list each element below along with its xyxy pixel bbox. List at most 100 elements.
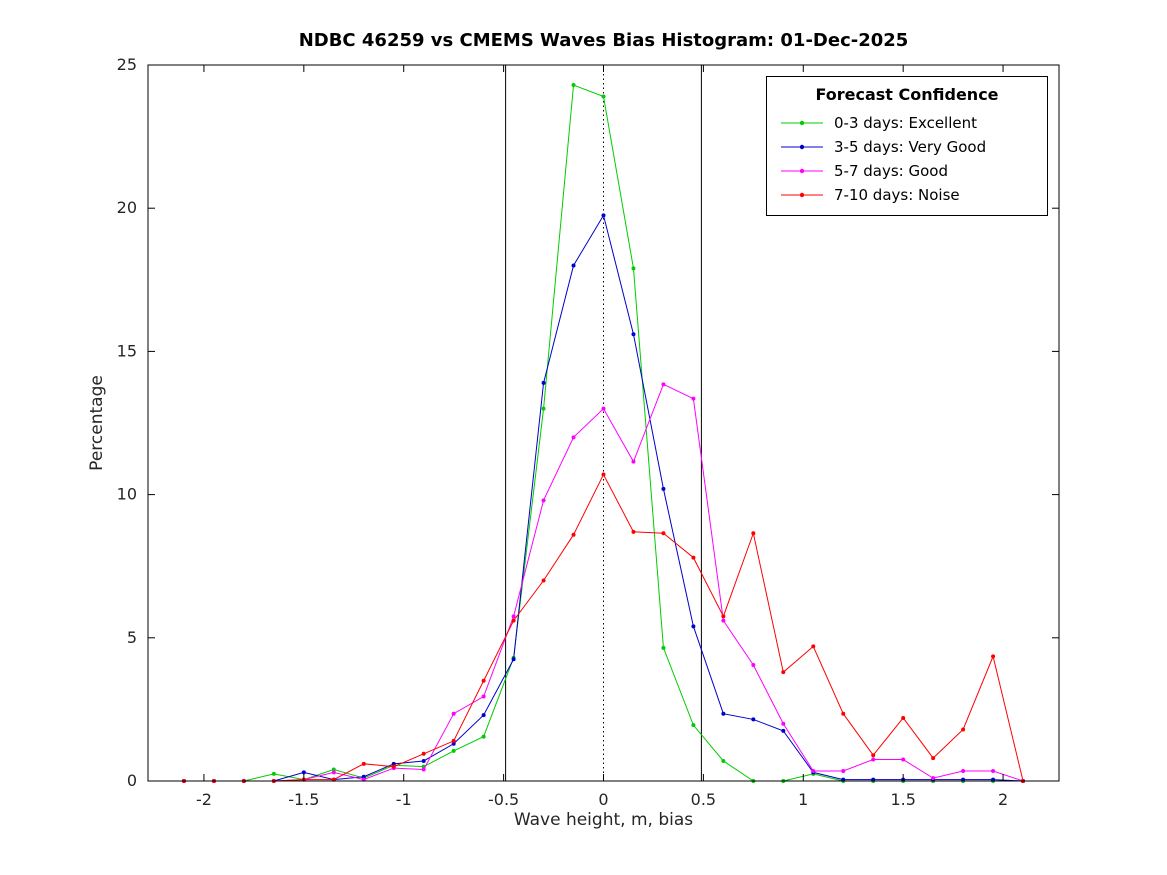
x-tick-label: 0.5 xyxy=(691,790,716,809)
data-point-marker xyxy=(511,618,516,623)
data-point-marker xyxy=(541,578,546,583)
data-point-marker xyxy=(751,717,756,722)
data-point-marker xyxy=(661,382,666,387)
legend-item-label: 0-3 days: Excellent xyxy=(834,114,978,132)
y-tick-label: 10 xyxy=(117,485,137,504)
data-point-marker xyxy=(421,767,426,772)
data-point-marker xyxy=(631,266,636,271)
data-point-marker xyxy=(781,670,786,675)
data-point-marker xyxy=(451,711,456,716)
data-point-marker xyxy=(931,776,936,781)
y-tick-label: 5 xyxy=(127,628,137,647)
data-point-marker xyxy=(691,624,696,629)
data-point-marker xyxy=(721,711,726,716)
x-tick-label: 1 xyxy=(798,790,808,809)
legend-item-0-3-days: 0-3 days: Excellent xyxy=(767,111,1047,135)
data-point-marker xyxy=(571,83,576,88)
data-point-marker xyxy=(301,770,306,775)
data-point-marker xyxy=(361,774,366,779)
data-point-marker xyxy=(901,757,906,762)
legend-item-7-10-days: 7-10 days: Noise xyxy=(767,183,1047,207)
y-axis-label: Percentage xyxy=(87,375,107,471)
data-point-marker xyxy=(871,757,876,762)
x-axis-ticks: -2 -1.5 -1 -0.5 0 0.5 1 1.5 2 xyxy=(196,65,1008,809)
legend-title: Forecast Confidence xyxy=(815,85,999,104)
data-point-marker xyxy=(721,618,726,623)
data-point-marker xyxy=(811,768,816,773)
data-point-marker xyxy=(661,645,666,650)
data-point-marker xyxy=(331,770,336,775)
data-point-marker xyxy=(781,728,786,733)
data-point-marker xyxy=(691,396,696,401)
data-point-marker xyxy=(451,741,456,746)
data-point-marker xyxy=(871,753,876,758)
data-point-marker xyxy=(571,532,576,537)
x-tick-label: 0 xyxy=(598,790,608,809)
legend-line-sample xyxy=(781,144,823,150)
legend-item-label: 3-5 days: Very Good xyxy=(834,138,987,156)
data-point-marker xyxy=(391,764,396,769)
data-point-marker xyxy=(541,498,546,503)
x-tick-label: -1.5 xyxy=(288,790,319,809)
data-point-marker xyxy=(721,614,726,619)
x-tick-label: 1.5 xyxy=(890,790,915,809)
data-point-marker xyxy=(511,614,516,619)
data-point-marker xyxy=(571,435,576,440)
data-point-marker xyxy=(451,738,456,743)
y-tick-label: 25 xyxy=(117,55,137,74)
data-point-marker xyxy=(961,768,966,773)
legend-items: 0-3 days: Excellent 3-5 days: Very Good 5-… xyxy=(767,111,1047,207)
data-point-marker xyxy=(781,721,786,726)
data-point-marker xyxy=(541,406,546,411)
data-point-marker xyxy=(361,761,366,766)
legend-line-sample xyxy=(781,192,823,198)
data-point-marker xyxy=(961,727,966,732)
data-point-marker xyxy=(601,213,606,218)
data-point-marker xyxy=(391,761,396,766)
data-point-marker xyxy=(481,694,486,699)
data-point-marker xyxy=(631,529,636,534)
series-7-10-days xyxy=(181,472,1026,783)
y-tick-label: 15 xyxy=(117,341,137,360)
data-point-marker xyxy=(751,663,756,668)
data-point-marker xyxy=(481,734,486,739)
x-tick-label: -2 xyxy=(196,790,212,809)
x-tick-label: 2 xyxy=(998,790,1008,809)
data-point-marker xyxy=(271,771,276,776)
data-point-marker xyxy=(541,380,546,385)
data-point-marker xyxy=(661,486,666,491)
data-point-marker xyxy=(451,748,456,753)
legend-line-sample xyxy=(781,168,823,174)
y-tick-label: 0 xyxy=(127,771,137,790)
data-point-marker xyxy=(811,644,816,649)
y-tick-label: 20 xyxy=(117,198,137,217)
data-point-marker xyxy=(601,472,606,477)
data-point-marker xyxy=(511,657,516,662)
legend: Forecast Confidence 0-3 days: Excellent 3… xyxy=(766,76,1048,216)
data-point-marker xyxy=(631,332,636,337)
data-point-marker xyxy=(691,555,696,560)
data-point-marker xyxy=(841,768,846,773)
data-point-marker xyxy=(721,758,726,763)
data-point-marker xyxy=(421,758,426,763)
data-point-marker xyxy=(841,711,846,716)
data-point-marker xyxy=(571,263,576,268)
data-point-marker xyxy=(631,459,636,464)
data-point-marker xyxy=(421,751,426,756)
legend-item-label: 5-7 days: Good xyxy=(834,162,948,180)
x-axis-label: Wave height, m, bias xyxy=(513,810,694,830)
legend-item-5-7-days: 5-7 days: Good xyxy=(767,159,1047,183)
data-point-marker xyxy=(481,713,486,718)
data-point-marker xyxy=(331,767,336,772)
x-tick-label: -1 xyxy=(396,790,412,809)
data-point-marker xyxy=(931,756,936,761)
data-point-marker xyxy=(991,768,996,773)
data-point-marker xyxy=(901,715,906,720)
data-point-marker xyxy=(601,406,606,411)
data-point-marker xyxy=(991,654,996,659)
legend-item-3-5-days: 3-5 days: Very Good xyxy=(767,135,1047,159)
data-point-marker xyxy=(751,531,756,536)
data-point-marker xyxy=(481,678,486,683)
